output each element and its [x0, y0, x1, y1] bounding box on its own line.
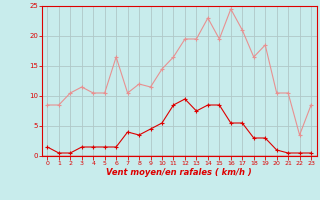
X-axis label: Vent moyen/en rafales ( km/h ): Vent moyen/en rafales ( km/h )	[106, 168, 252, 177]
